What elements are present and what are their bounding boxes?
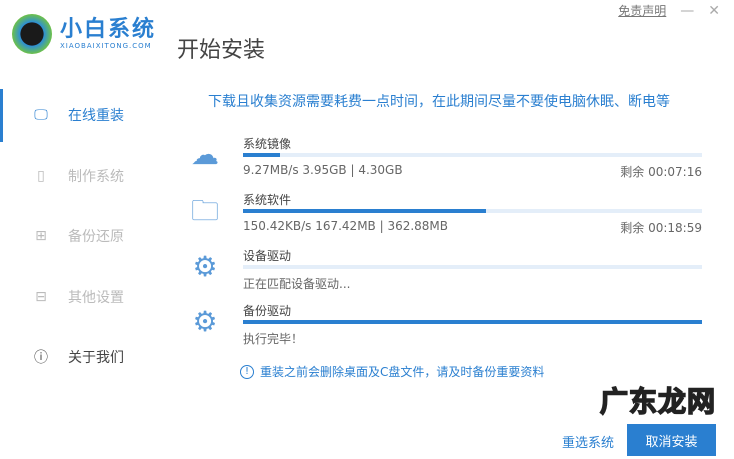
sidebar-item-label: 其他设置 bbox=[68, 289, 124, 306]
gear-icon: ⚙ bbox=[192, 250, 218, 283]
task-info: 执行完毕！ bbox=[243, 332, 304, 346]
sidebar-item-about[interactable]: ⓘ 关于我们 bbox=[0, 327, 180, 388]
app-domain: XIAOBAIXITONG.COM bbox=[60, 42, 152, 50]
task-name: 设备驱动 bbox=[243, 249, 292, 263]
task-info: 正在匹配设备驱动... bbox=[243, 277, 351, 291]
watermark: 广东龙网 bbox=[599, 385, 717, 419]
logo-icon bbox=[12, 14, 52, 54]
sidebar-item-backup-restore[interactable]: ⊞ 备份还原 bbox=[0, 206, 180, 267]
cloud-face-icon: ☁ bbox=[191, 138, 219, 171]
progress-bar bbox=[243, 209, 702, 213]
sidebar-item-label: 在线重装 bbox=[68, 108, 124, 125]
task-name: 系统镜像 bbox=[243, 137, 292, 151]
task-name: 备份驱动 bbox=[243, 304, 292, 318]
logo: 小白系统 XIAOBAIXITONG.COM bbox=[12, 14, 156, 54]
task-name: 系统软件 bbox=[243, 193, 292, 207]
folder-apps-icon: 🗀 bbox=[190, 194, 219, 227]
monitor-icon: 🖵 bbox=[34, 107, 48, 124]
time-remaining: 剩余 00:18:59 bbox=[620, 221, 702, 235]
task-info: 9.27MB/s 3.95GB | 4.30GB bbox=[243, 163, 403, 177]
sidebar-item-label: 备份还原 bbox=[68, 229, 124, 246]
progress-fill bbox=[243, 320, 702, 324]
app-name: 小白系统 bbox=[60, 17, 157, 42]
info-icon: ! bbox=[240, 364, 254, 379]
progress-bar bbox=[243, 265, 702, 269]
download-notice: 下载且收集资源需要耗费一点时间，在此期间尽量不要使电脑休眠、断电等 bbox=[208, 94, 670, 110]
cancel-install-button[interactable]: 取消安装 bbox=[627, 424, 716, 456]
progress-fill bbox=[243, 209, 487, 213]
warning-message: ! 重装之前会删除桌面及C盘文件，请及时备份重要资料 bbox=[240, 363, 544, 380]
briefcase-icon: ⊟ bbox=[35, 288, 47, 305]
page-title: 开始安装 bbox=[177, 38, 266, 63]
time-remaining: 剩余 00:07:16 bbox=[620, 165, 702, 179]
warning-text: 重装之前会删除桌面及C盘文件，请及时备份重要资料 bbox=[260, 365, 545, 379]
sidebar: 🖵 在线重装 ▯ 制作系统 ⊞ 备份还原 ⊟ 其他设置 ⓘ 关于我们 bbox=[0, 85, 180, 388]
sidebar-item-other-settings[interactable]: ⊟ 其他设置 bbox=[0, 267, 180, 328]
close-button[interactable]: ✕ bbox=[708, 2, 720, 19]
info-icon: ⓘ bbox=[34, 350, 48, 367]
sidebar-item-make-system[interactable]: ▯ 制作系统 bbox=[0, 146, 180, 207]
topbar: 免责声明 — ✕ bbox=[618, 2, 720, 19]
gear-refresh-icon: ⚙ bbox=[192, 305, 218, 338]
sidebar-item-label: 制作系统 bbox=[68, 168, 124, 185]
sidebar-item-online-reinstall[interactable]: 🖵 在线重装 bbox=[0, 85, 180, 146]
grid-icon: ⊞ bbox=[35, 228, 47, 245]
task-info: 150.42KB/s 167.42MB | 362.88MB bbox=[243, 219, 449, 233]
reselect-system-button[interactable]: 重选系统 bbox=[562, 436, 615, 451]
progress-bar bbox=[243, 153, 702, 157]
usb-icon: ▯ bbox=[37, 167, 45, 184]
minimize-button[interactable]: — bbox=[680, 2, 695, 19]
sidebar-item-label: 关于我们 bbox=[68, 350, 124, 367]
progress-fill bbox=[243, 153, 280, 157]
progress-bar bbox=[243, 320, 702, 324]
disclaimer-link[interactable]: 免责声明 bbox=[618, 4, 667, 18]
